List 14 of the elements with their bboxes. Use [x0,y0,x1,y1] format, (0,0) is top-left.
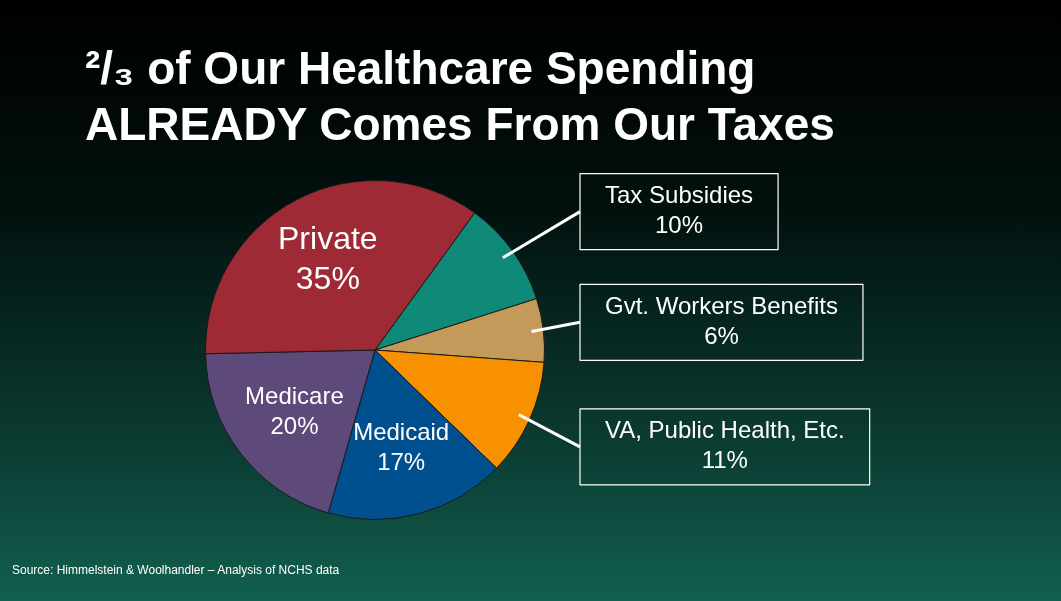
slice-label: Gvt. Workers Benefits [604,291,838,319]
slice-label: Tax Subsidies [605,181,754,209]
data-label: 17% [377,447,426,475]
slice-label: Medicaid [353,417,450,445]
data-label: 10% [655,211,704,239]
data-label: 35% [295,259,360,296]
slice-label: Medicare [245,381,344,409]
data-label: 11% [701,446,748,474]
data-label: 20% [270,411,319,439]
slice-label: VA, Public Health, Etc. [604,416,845,444]
source-note: Source: Himmelstein & Woolhandler – Analysis of NCHS data [12,563,340,577]
slice-label: Private [278,219,378,256]
data-label: 6% [704,321,739,349]
chart-title: ²/₃ of Our Healthcare Spending ALREADY Comes From Our Taxes [85,41,836,152]
